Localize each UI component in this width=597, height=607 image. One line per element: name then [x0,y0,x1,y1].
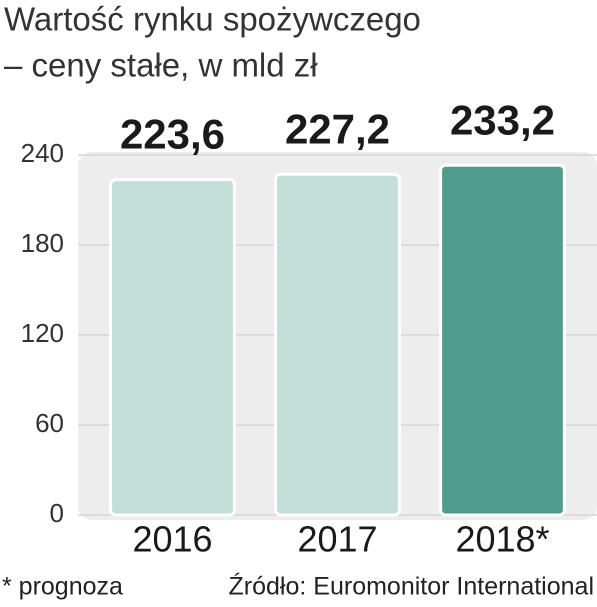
x-tick-label: 2017 [297,519,377,560]
chart-subtitle: – ceny stałe, w mld zł [4,47,318,84]
bar [439,163,566,517]
source: Źródło: Euromonitor International [229,572,594,601]
bar [109,178,236,517]
y-tick-label: 180 [21,228,64,258]
y-tick-label: 240 [21,138,64,168]
y-tick-label: 60 [35,408,64,438]
x-tick-label: 2016 [132,519,212,560]
value-label: 227,2 [285,105,390,152]
value-label: 223,6 [120,111,225,158]
chart-title: Wartość rynku spożywczego [4,1,421,38]
y-tick-label: 120 [21,318,64,348]
value-label: 233,2 [450,96,555,143]
footnote: * prognoza [2,573,123,601]
y-tick-label: 0 [50,498,64,528]
bar [274,172,401,517]
x-tick-label: 2018* [455,519,549,560]
